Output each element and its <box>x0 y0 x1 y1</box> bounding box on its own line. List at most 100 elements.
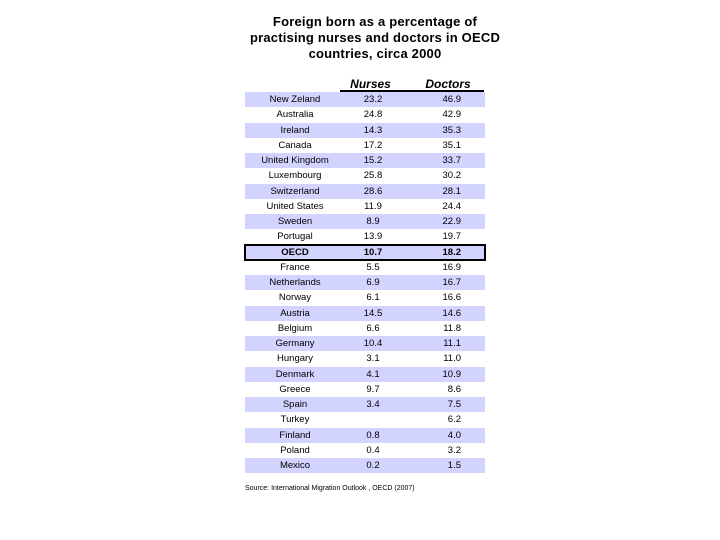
column-header-doctors: Doctors <box>425 77 471 91</box>
table-row: Denmark 4.1 10.9 <box>245 366 485 382</box>
country-label: Denmark <box>275 368 315 380</box>
country-label: Canada <box>278 139 312 151</box>
doctors-value: 22.9 <box>442 216 462 227</box>
doctors-value: 46.9 <box>442 94 462 105</box>
nurses-value: 13.9 <box>363 231 383 243</box>
nurses-value: 15.2 <box>363 155 383 166</box>
nurses-value: 6.1 <box>366 292 380 304</box>
doctors-value: 28.1 <box>442 185 462 197</box>
country-label: Belgium <box>277 322 313 334</box>
doctors-value: 35.3 <box>442 124 462 136</box>
table-row: Austria 14.5 14.6 <box>245 305 485 321</box>
nurses-value: 6.9 <box>366 277 380 288</box>
nurses-value: 0.4 <box>366 444 380 456</box>
doctors-value: 4.0 <box>447 429 461 441</box>
country-label: Australia <box>276 109 314 121</box>
doctors-value: 8.6 <box>447 383 461 395</box>
nurses-value: 9.7 <box>366 383 380 395</box>
country-label: Portugal <box>277 231 313 243</box>
table-row: Norway 6.1 16.6 <box>245 290 485 305</box>
doctors-value: 14.6 <box>442 307 462 319</box>
table-row: Canada 17.2 35.1 <box>245 138 485 153</box>
doctors-value: 19.7 <box>442 231 462 243</box>
doctors-value: 24.4 <box>442 200 462 212</box>
nurses-value: 5.5 <box>366 261 380 273</box>
table-row: Ireland 14.3 35.3 <box>245 122 485 138</box>
table-row: Sweden 8.9 22.9 <box>245 214 485 230</box>
table-row: Luxembourg 25.8 30.2 <box>245 168 485 183</box>
doctors-value: 18.2 <box>442 246 462 258</box>
nurses-value: 24.8 <box>363 109 383 121</box>
country-label: Austria <box>280 307 310 319</box>
country-label: Switzerland <box>270 185 320 197</box>
table-row: United States 11.9 24.4 <box>245 199 485 214</box>
nurses-value: 17.2 <box>363 139 383 151</box>
table-row: Spain 3.4 7.5 <box>245 397 485 413</box>
country-label: United States <box>266 200 324 212</box>
data-table: New Zeland 23.2 46.9 Australia 24.8 42.9 Irela… <box>244 92 486 474</box>
table-row: Turkey 6.2 <box>245 412 485 427</box>
nurses-value: 3.4 <box>366 399 380 410</box>
country-label: Mexico <box>279 460 311 471</box>
table-row: Mexico 0.2 1.5 <box>245 458 485 474</box>
nurses-value: 3.1 <box>366 353 380 365</box>
nurses-value: 0.2 <box>366 460 380 471</box>
doctors-value: 16.9 <box>442 261 462 273</box>
doctors-value: 30.2 <box>442 170 462 182</box>
country-label: Hungary <box>277 353 313 365</box>
country-label: Turkey <box>280 414 310 426</box>
nurses-value: 23.2 <box>363 94 383 105</box>
chart-title: Foreign born as a percentage of practisi… <box>230 14 520 62</box>
country-label: OECD <box>281 246 309 258</box>
nurses-value: 28.6 <box>363 185 383 197</box>
nurses-value: 14.5 <box>363 307 383 319</box>
chart-title-line-3: countries, circa 2000 <box>308 46 442 61</box>
country-label: Greece <box>279 383 311 395</box>
doctors-value: 33.7 <box>442 155 462 166</box>
doctors-value: 7.5 <box>447 399 461 410</box>
table-row: Hungary 3.1 11.0 <box>245 351 485 366</box>
doctors-value: 10.9 <box>442 368 462 380</box>
country-label: Luxembourg <box>268 170 322 182</box>
nurses-value: 0.8 <box>366 429 380 441</box>
country-label: Poland <box>280 444 310 456</box>
country-label: Ireland <box>280 124 310 136</box>
country-label: Netherlands <box>269 277 321 288</box>
table-row: Belgium 6.6 11.8 <box>245 321 485 336</box>
table-row: Poland 0.4 3.2 <box>245 443 485 458</box>
nurses-value: 14.3 <box>363 124 383 136</box>
table-row: France 5.5 16.9 <box>245 260 485 275</box>
doctors-value: 11.8 <box>443 322 461 334</box>
source-note: Source: International Migration Outlook … <box>245 485 415 492</box>
column-header-nurses: Nurses <box>350 77 391 91</box>
table-row: Germany 10.4 11.1 <box>245 336 485 352</box>
country-label: New Zeland <box>269 94 321 105</box>
country-label: France <box>280 261 310 273</box>
nurses-value: 25.8 <box>363 170 383 182</box>
table-row: Finland 0.8 4.0 <box>245 427 485 443</box>
table-row: Netherlands 6.9 16.7 <box>245 275 485 291</box>
doctors-value: 1.5 <box>447 460 461 471</box>
country-label: United Kingdom <box>261 155 329 166</box>
country-label: Sweden <box>277 216 313 227</box>
nurses-value: 8.9 <box>366 216 380 227</box>
chart-title-line-1: Foreign born as a percentage of <box>272 14 478 29</box>
header-rule <box>340 90 484 92</box>
doctors-value: 3.2 <box>447 444 461 456</box>
nurses-value: 11.9 <box>364 200 382 212</box>
table-row: Greece 9.7 8.6 <box>245 382 485 397</box>
chart-title-line-2: practising nurses and doctors in OECD <box>249 30 501 45</box>
nurses-value: 6.6 <box>366 322 380 334</box>
nurses-value: 4.1 <box>366 368 380 380</box>
table-row: United Kingdom 15.2 33.7 <box>245 153 485 169</box>
doctors-value: 11.1 <box>443 338 461 349</box>
table-row: Portugal 13.9 19.7 <box>245 229 485 244</box>
doctors-value: 42.9 <box>442 109 462 121</box>
country-label: Germany <box>275 338 315 349</box>
table-row: Switzerland 28.6 28.1 <box>245 183 485 199</box>
table-row: Australia 24.8 42.9 <box>245 107 485 122</box>
doctors-value: 11.0 <box>443 353 461 365</box>
doctors-value: 16.7 <box>442 277 462 288</box>
country-label: Norway <box>278 292 312 304</box>
doctors-value: 16.6 <box>442 292 462 304</box>
